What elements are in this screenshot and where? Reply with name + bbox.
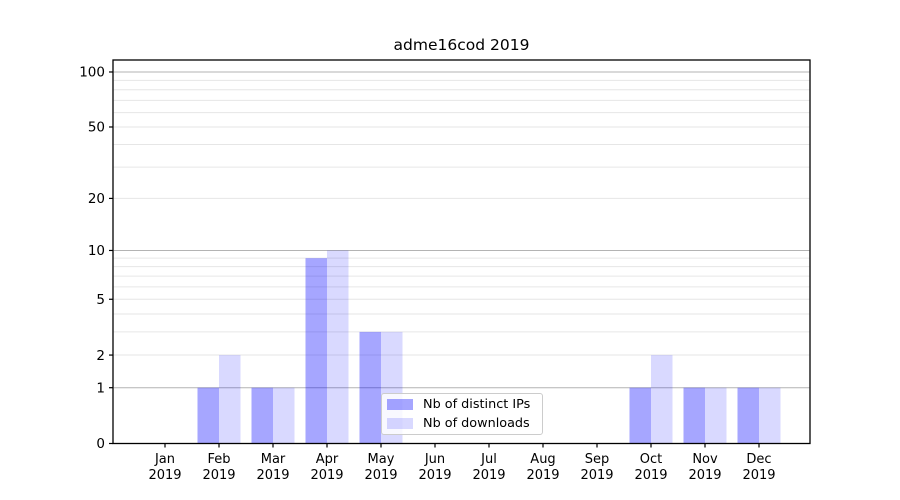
x-tick-label-year: 2019	[526, 468, 559, 483]
bar-downloads-oct	[651, 355, 673, 444]
x-tick-label-year: 2019	[148, 468, 181, 483]
y-tick-label: 1	[96, 380, 105, 396]
bar-downloads-mar	[273, 387, 295, 444]
x-tick-label-month: Jun	[424, 452, 445, 467]
x-tick-label-month: Apr	[316, 452, 339, 467]
x-tick-label-month: Jul	[480, 452, 497, 467]
x-tick-label-year: 2019	[688, 468, 721, 483]
x-tick-label-year: 2019	[418, 468, 451, 483]
y-tick-label: 0	[96, 436, 105, 452]
bar-downloads-apr	[327, 250, 349, 444]
bar-ips-mar	[251, 387, 273, 444]
bar-ips-feb	[197, 387, 219, 444]
legend-item-downloads: Nb of downloads	[387, 414, 542, 433]
x-tick-label-month: Sep	[585, 452, 610, 467]
legend-label-downloads: Nb of downloads	[423, 416, 530, 431]
x-tick-label-year: 2019	[364, 468, 397, 483]
x-tick-label-month: Mar	[261, 452, 286, 467]
legend-swatch-distinct-ips	[387, 399, 413, 410]
bar-ips-dec	[737, 387, 759, 444]
x-tick-label-year: 2019	[472, 468, 505, 483]
y-tick-label: 100	[79, 65, 105, 81]
legend-swatch-downloads	[387, 418, 413, 429]
legend-item-distinct-ips: Nb of distinct IPs	[387, 395, 542, 414]
x-tick-label-month: Nov	[692, 452, 718, 467]
y-tick-label: 50	[88, 120, 105, 136]
x-tick-label-year: 2019	[256, 468, 289, 483]
x-tick-label-year: 2019	[742, 468, 775, 483]
bar-ips-oct	[629, 387, 651, 444]
x-tick-label-month: Feb	[207, 452, 230, 467]
x-tick-label-month: May	[368, 452, 395, 467]
x-tick-label-month: Dec	[746, 452, 771, 467]
bar-ips-may	[359, 331, 381, 444]
y-tick-label: 5	[96, 292, 105, 308]
legend: Nb of distinct IPs Nb of downloads	[381, 393, 543, 435]
plot-spines	[112, 59, 811, 445]
bar-ips-apr	[305, 258, 327, 444]
y-tick-label: 10	[88, 243, 105, 259]
x-tick-label-year: 2019	[310, 468, 343, 483]
x-tick-label-year: 2019	[580, 468, 613, 483]
x-tick-label-month: Jan	[154, 452, 175, 467]
x-tick-label-year: 2019	[634, 468, 667, 483]
x-tick-label-year: 2019	[202, 468, 235, 483]
y-tick-label: 20	[88, 191, 105, 207]
legend-label-distinct-ips: Nb of distinct IPs	[423, 397, 531, 412]
bar-downloads-nov	[705, 387, 727, 444]
bar-downloads-dec	[759, 387, 781, 444]
chart-title: adme16cod 2019	[393, 36, 530, 54]
x-tick-label-month: Aug	[530, 452, 555, 467]
x-tick-label-month: Oct	[640, 452, 662, 467]
bar-downloads-feb	[219, 355, 241, 444]
bar-ips-nov	[683, 387, 705, 444]
y-tick-label: 2	[96, 348, 105, 364]
